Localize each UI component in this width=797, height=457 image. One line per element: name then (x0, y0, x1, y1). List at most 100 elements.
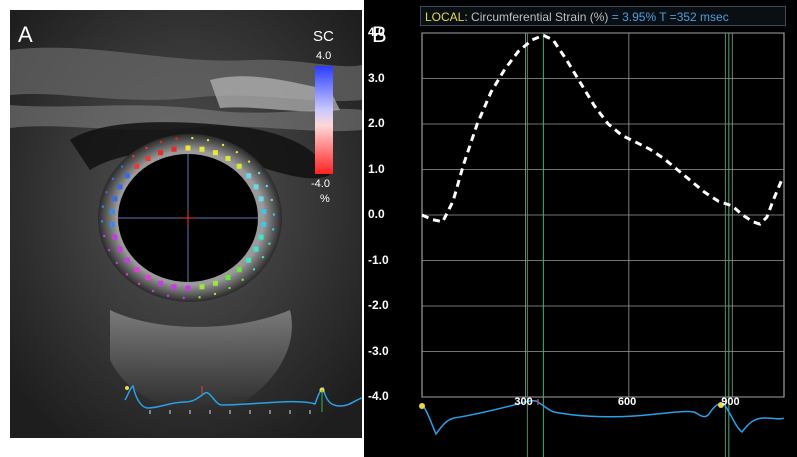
tracking-dot (247, 160, 251, 163)
segment-square (171, 146, 177, 152)
tracking-dot (252, 268, 256, 271)
segment-square (236, 267, 242, 273)
tracking-dot (103, 234, 106, 238)
y-tick-label: 2.0 (368, 116, 385, 130)
y-tick-label: 0.0 (368, 207, 385, 221)
scale-unit-label: % (320, 193, 330, 205)
tracking-dot (115, 261, 119, 265)
tracking-dot (107, 248, 111, 252)
tracking-dot (206, 138, 210, 142)
chart-ecg-start-marker (419, 403, 425, 409)
y-tick-label: -1.0 (368, 252, 389, 267)
scale-title: SC (313, 28, 334, 45)
segment-square (124, 257, 130, 263)
segment-square (117, 184, 123, 190)
tracking-dot (151, 289, 155, 293)
tracking-dot (191, 136, 194, 140)
segment-square (124, 173, 130, 179)
ecg-start-marker (125, 386, 129, 390)
tracking-dot (235, 150, 239, 154)
segment-square (145, 155, 151, 161)
segment-square (185, 145, 191, 151)
segment-square (112, 234, 118, 240)
chart-ecg-end-marker (718, 402, 724, 408)
tracking-dot (159, 140, 163, 144)
tracking-dot (132, 155, 135, 158)
segment-square (109, 209, 115, 215)
segment-square (199, 284, 205, 290)
tracking-dot (101, 205, 105, 208)
tracking-dot (125, 273, 129, 276)
tracking-dot (272, 213, 276, 216)
tracking-dot (271, 228, 275, 231)
tracking-dot (120, 165, 124, 168)
segment-square (253, 184, 259, 190)
y-tick-label: 1.0 (368, 161, 385, 176)
scale-max-label: 4.0 (316, 50, 332, 62)
tracking-dot (105, 191, 108, 194)
segment-square (225, 155, 231, 161)
tracking-dot (166, 294, 170, 298)
panel-b-label: B (372, 22, 387, 47)
tracking-dot (213, 292, 217, 296)
ecg-trace (124, 384, 362, 409)
segment-square (246, 173, 252, 179)
tracking-dot (228, 286, 231, 290)
y-tick-label: 4.0 (368, 25, 385, 39)
ultrasound-image (10, 10, 362, 438)
tracking-dot-ring (100, 136, 276, 300)
y-tick-label: -3.0 (368, 343, 389, 358)
tracking-dot (100, 220, 104, 223)
chart-header-bar: LOCAL: Circumferential Strain (%) = 3.95… (420, 6, 786, 26)
segment-square (225, 275, 231, 281)
segment-square (109, 221, 115, 227)
strain-segment-ring (109, 145, 267, 291)
y-tick-label: 3.0 (368, 70, 385, 85)
tracking-dot (265, 184, 269, 188)
tracking-dot (137, 282, 141, 286)
scale-min-label: -4.0 (311, 178, 330, 190)
segment-square (117, 246, 123, 252)
tracking-dot (268, 242, 271, 245)
y-tick-label: -4.0 (368, 389, 389, 403)
tracking-dot (175, 137, 178, 140)
segment-square (212, 150, 218, 156)
segment-square (112, 196, 118, 202)
segment-square (171, 284, 177, 290)
x-tick-label: 300 (514, 396, 533, 408)
strain-chart (419, 32, 785, 457)
segment-square (246, 257, 252, 263)
segment-square (145, 275, 151, 281)
header-metric-label: Circumferential Strain (%) (471, 10, 609, 24)
tracking-dot (221, 143, 225, 147)
ultrasound-image-panel: A SC 4.0 -4.0 % (10, 10, 362, 438)
segment-square (258, 234, 264, 240)
segment-square (158, 280, 164, 286)
strain-series-line (421, 33, 784, 226)
tracking-dot (198, 296, 201, 299)
tracking-dot (241, 278, 244, 281)
x-tick-label: 900 (721, 396, 740, 408)
segment-square (258, 196, 264, 202)
panel-a-label: A (18, 22, 33, 47)
segment-square (134, 163, 140, 169)
x-tick-label: 600 (617, 396, 637, 408)
segment-square (261, 209, 267, 215)
tracking-dot (182, 296, 185, 300)
tracking-dot (145, 146, 148, 150)
strain-chart-panel: B 4.0 3.0 2.0 1.0 0.0 -1.0 -2.0 -3.0 -4.0 300 600… (364, 0, 797, 457)
header-value-readout: = 3.95% T =352 msec (611, 10, 729, 24)
tracking-dot (261, 255, 265, 259)
segment-square (158, 150, 164, 156)
segment-square (212, 280, 218, 286)
tracking-dot (257, 171, 261, 175)
tracking-dot (270, 198, 273, 202)
chart-ecg-trace (421, 400, 785, 436)
tracking-dot (111, 177, 115, 181)
strain-color-scale (315, 66, 333, 174)
y-tick-label: -2.0 (368, 298, 389, 312)
segment-square (261, 221, 267, 227)
segment-square (253, 246, 259, 252)
segment-square (236, 163, 242, 169)
header-local-label: LOCAL: (425, 10, 468, 24)
